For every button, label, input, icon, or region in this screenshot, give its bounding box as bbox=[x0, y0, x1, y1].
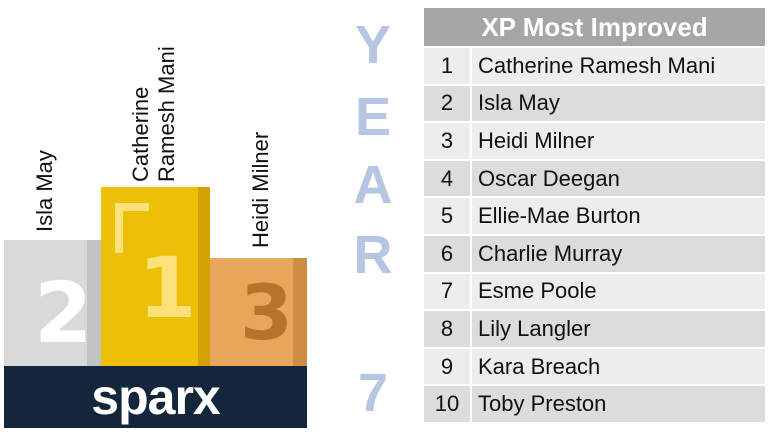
podium-first-highlight bbox=[115, 203, 149, 253]
table-row: 5 Ellie-Mae Burton bbox=[424, 196, 765, 234]
podium-first-digit: 1 bbox=[138, 239, 197, 337]
year-letter-a: A bbox=[353, 155, 393, 215]
table-row: 8 Lily Langler bbox=[424, 309, 765, 347]
table-row: 2 Isla May bbox=[424, 83, 765, 122]
name-cell: Catherine Ramesh Mani bbox=[478, 52, 716, 78]
podium-name-first: Catherine Ramesh Mani bbox=[128, 46, 180, 182]
podium-third-side bbox=[293, 258, 307, 366]
table-row: 7 Esme Poole bbox=[424, 271, 765, 310]
podium-name-second: Isla May bbox=[32, 150, 58, 232]
rank-cell: 1 bbox=[424, 48, 472, 84]
year-number-7: 7 bbox=[357, 363, 389, 423]
rank-cell: 2 bbox=[424, 85, 472, 122]
rank-cell: 4 bbox=[424, 160, 472, 197]
podium-third-place: 3 bbox=[210, 258, 307, 366]
rank-cell: 9 bbox=[424, 348, 472, 385]
name-cell: Ellie-Mae Burton bbox=[478, 203, 641, 229]
rank-cell: 8 bbox=[424, 311, 472, 347]
name-cell: Lily Langler bbox=[478, 315, 591, 341]
sparx-logo-banner: sparx bbox=[4, 366, 307, 428]
podium-third-digit: 3 bbox=[240, 268, 293, 357]
rank-cell: 5 bbox=[424, 198, 472, 234]
most-improved-table: XP Most Improved 1 Catherine Ramesh Mani… bbox=[424, 8, 765, 422]
podium-name-third: Heidi Milner bbox=[248, 132, 274, 248]
podium-second-place: 2 bbox=[4, 240, 101, 366]
podium-name-first-line1: Catherine bbox=[128, 86, 153, 182]
podium-name-first-line2: Ramesh Mani bbox=[154, 46, 179, 182]
year-letter-r: R bbox=[353, 225, 393, 285]
table-row: 1 Catherine Ramesh Mani bbox=[424, 46, 765, 84]
rank-cell: 7 bbox=[424, 273, 472, 310]
year-letter-e: E bbox=[354, 87, 392, 147]
name-cell: Kara Breach bbox=[478, 353, 601, 379]
name-cell: Esme Poole bbox=[478, 278, 597, 304]
rank-cell: 6 bbox=[424, 235, 472, 272]
table-row: 6 Charlie Murray bbox=[424, 233, 765, 272]
name-cell: Isla May bbox=[478, 90, 560, 116]
rank-cell: 3 bbox=[424, 123, 472, 159]
table-row: 3 Heidi Milner bbox=[424, 121, 765, 159]
podium-first-place: 1 bbox=[101, 187, 210, 366]
year-letter-y: Y bbox=[354, 15, 392, 75]
sparx-logo-text: sparx bbox=[91, 369, 220, 425]
podium-first-side bbox=[198, 187, 210, 366]
table-row: 10 Toby Preston bbox=[424, 384, 765, 422]
name-cell: Toby Preston bbox=[478, 391, 607, 417]
table-title: XP Most Improved bbox=[424, 8, 765, 46]
podium-second-side bbox=[87, 240, 101, 366]
name-cell: Heidi Milner bbox=[478, 127, 595, 153]
table-row: 4 Oscar Deegan bbox=[424, 158, 765, 197]
name-cell: Charlie Murray bbox=[478, 240, 623, 266]
podium-name-third-text: Heidi Milner bbox=[248, 131, 273, 248]
rank-cell: 10 bbox=[424, 386, 472, 422]
podium-name-second-text: Isla May bbox=[32, 150, 57, 232]
podium-second-digit: 2 bbox=[34, 264, 93, 362]
table-row: 9 Kara Breach bbox=[424, 346, 765, 385]
name-cell: Oscar Deegan bbox=[478, 165, 620, 191]
